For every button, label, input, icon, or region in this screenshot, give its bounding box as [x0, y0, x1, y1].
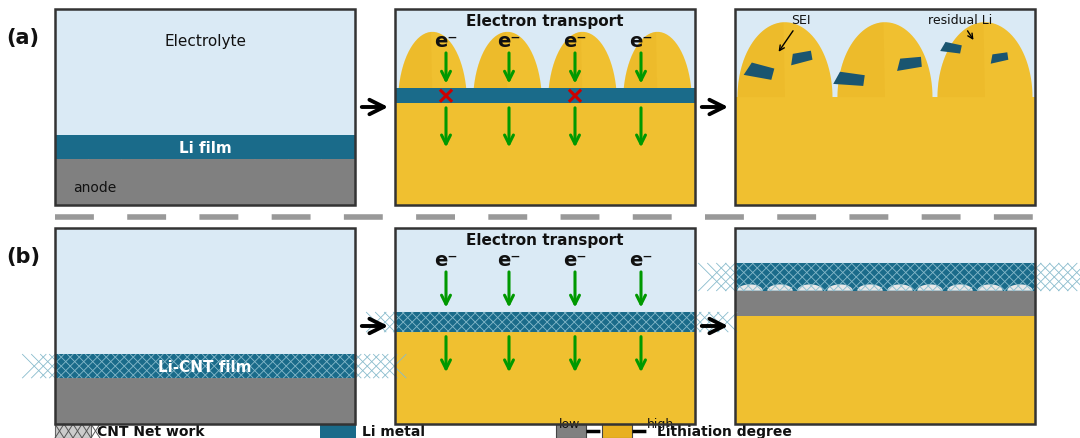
Bar — [395, 104, 696, 205]
Polygon shape — [941, 43, 962, 54]
Polygon shape — [399, 33, 467, 104]
Polygon shape — [55, 144, 355, 205]
Polygon shape — [837, 23, 932, 98]
Text: (a): (a) — [6, 28, 40, 48]
Polygon shape — [767, 285, 793, 291]
Bar — [55, 229, 355, 424]
Text: e⁻: e⁻ — [564, 250, 586, 269]
Polygon shape — [837, 23, 932, 98]
Text: (b): (b) — [6, 247, 40, 266]
Bar — [395, 89, 696, 104]
Polygon shape — [548, 33, 617, 104]
Text: Li film: Li film — [178, 140, 231, 155]
Bar — [735, 291, 1035, 316]
Text: anode: anode — [73, 180, 117, 194]
Text: e⁻: e⁻ — [497, 32, 521, 51]
Polygon shape — [473, 33, 542, 104]
Bar — [55, 355, 355, 378]
Text: e⁻: e⁻ — [630, 32, 652, 51]
Bar — [395, 229, 696, 322]
Polygon shape — [792, 52, 812, 66]
Text: Electron transport: Electron transport — [467, 14, 624, 29]
Bar — [735, 10, 1035, 205]
Bar — [320, 424, 356, 438]
Polygon shape — [797, 285, 823, 291]
Polygon shape — [623, 33, 692, 104]
Polygon shape — [888, 285, 913, 291]
Polygon shape — [947, 285, 973, 291]
Polygon shape — [738, 23, 833, 98]
Text: e⁻: e⁻ — [497, 250, 521, 269]
Polygon shape — [548, 33, 617, 104]
Bar — [55, 10, 355, 205]
Polygon shape — [977, 285, 1002, 291]
Bar — [395, 229, 696, 424]
Polygon shape — [917, 285, 943, 291]
Text: high: high — [646, 417, 674, 431]
Bar — [395, 104, 696, 205]
Polygon shape — [744, 64, 774, 81]
Text: e⁻: e⁻ — [434, 32, 458, 51]
Text: Lithiation degree: Lithiation degree — [657, 424, 792, 438]
Bar — [395, 10, 696, 104]
Bar — [735, 10, 1035, 98]
Bar — [55, 10, 355, 205]
Text: Electrolyte: Electrolyte — [164, 34, 246, 49]
Polygon shape — [623, 33, 692, 104]
Bar — [395, 322, 696, 424]
Polygon shape — [937, 23, 1032, 98]
Text: e⁻: e⁻ — [434, 250, 458, 269]
Text: Electron transport: Electron transport — [467, 233, 624, 248]
Polygon shape — [1008, 285, 1032, 291]
Bar — [395, 10, 696, 205]
Text: Li-CNT film: Li-CNT film — [159, 359, 252, 374]
Bar — [735, 229, 1035, 277]
Bar — [55, 136, 355, 159]
Text: e⁻: e⁻ — [630, 250, 652, 269]
Text: CNT Net work: CNT Net work — [97, 424, 204, 438]
Bar — [55, 424, 91, 438]
Bar — [735, 264, 1035, 291]
Polygon shape — [937, 23, 1032, 98]
Bar — [395, 313, 696, 332]
Polygon shape — [834, 73, 865, 87]
Polygon shape — [827, 285, 853, 291]
Bar — [602, 424, 632, 438]
Polygon shape — [738, 285, 762, 291]
Text: residual Li: residual Li — [928, 14, 993, 39]
Polygon shape — [897, 58, 922, 72]
Bar — [735, 98, 1035, 205]
Text: SEI: SEI — [780, 14, 811, 51]
Bar — [55, 229, 355, 424]
Polygon shape — [473, 33, 542, 104]
Text: Li metal: Li metal — [362, 424, 426, 438]
Text: low: low — [559, 417, 581, 431]
Polygon shape — [738, 23, 833, 98]
Bar — [735, 229, 1035, 424]
Polygon shape — [55, 362, 355, 424]
Text: e⁻: e⁻ — [564, 32, 586, 51]
Polygon shape — [399, 33, 467, 104]
Bar — [556, 424, 586, 438]
Polygon shape — [990, 53, 1009, 64]
Bar — [735, 277, 1035, 424]
Polygon shape — [858, 285, 882, 291]
